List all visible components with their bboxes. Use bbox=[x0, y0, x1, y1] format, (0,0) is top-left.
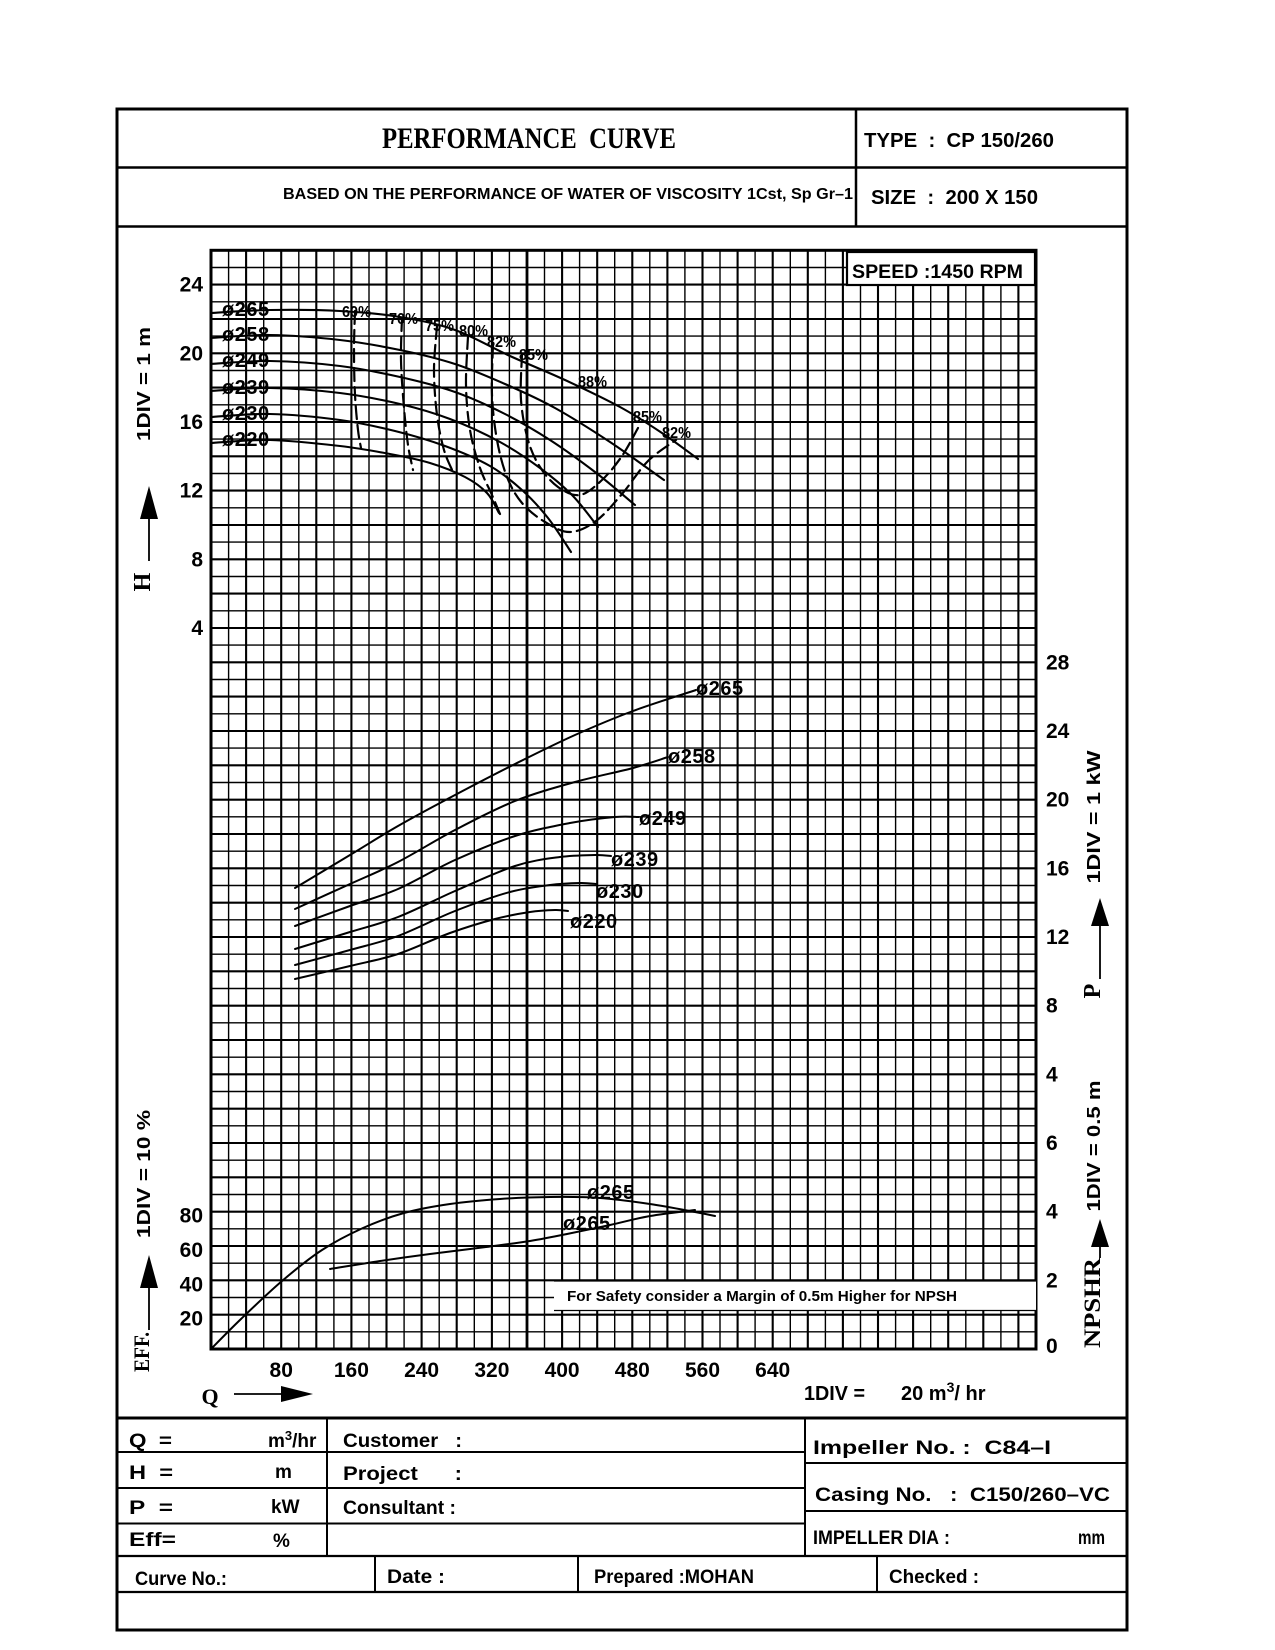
svg-text:82%: 82% bbox=[662, 425, 691, 442]
svg-text:80: 80 bbox=[270, 1359, 293, 1382]
svg-text:ø265: ø265 bbox=[563, 1213, 611, 1235]
svg-text:16: 16 bbox=[1046, 857, 1069, 880]
svg-text:ø265: ø265 bbox=[587, 1182, 635, 1204]
svg-text:1DIV = 1 m: 1DIV = 1 m bbox=[134, 327, 154, 441]
svg-text:1DIV = 10 %: 1DIV = 10 % bbox=[134, 1110, 154, 1238]
svg-text:12: 12 bbox=[180, 480, 203, 503]
svg-text:1DIV = 1 kW: 1DIV = 1 kW bbox=[1084, 750, 1104, 883]
svg-text:Q: Q bbox=[201, 1384, 218, 1409]
svg-text:ø230: ø230 bbox=[596, 881, 644, 903]
svg-text:240: 240 bbox=[404, 1359, 439, 1382]
svg-text:Consultant :: Consultant : bbox=[343, 1498, 456, 1519]
svg-text:480: 480 bbox=[615, 1359, 650, 1382]
svg-text:Eff=: Eff= bbox=[129, 1530, 176, 1551]
svg-text:TYPE : CP 150/260: TYPE : CP 150/260 bbox=[864, 130, 1054, 152]
svg-text:60: 60 bbox=[180, 1239, 203, 1262]
svg-text:PERFORMANCE CURVE: PERFORMANCE CURVE bbox=[382, 122, 676, 155]
svg-text:ø249: ø249 bbox=[222, 350, 270, 372]
svg-text:SIZE : 200 X 150: SIZE : 200 X 150 bbox=[871, 187, 1038, 209]
svg-text:ø230: ø230 bbox=[222, 403, 270, 425]
svg-text:8: 8 bbox=[1046, 995, 1058, 1018]
svg-text:IMPELLER DIA :: IMPELLER DIA : bbox=[813, 1528, 950, 1549]
svg-text:Q =: Q = bbox=[129, 1431, 172, 1452]
svg-text:70%: 70% bbox=[389, 311, 418, 328]
svg-text:560: 560 bbox=[685, 1359, 720, 1382]
svg-text:85%: 85% bbox=[633, 409, 662, 426]
svg-text:24: 24 bbox=[1046, 720, 1070, 743]
svg-text:400: 400 bbox=[545, 1359, 580, 1382]
svg-text:Checked :: Checked : bbox=[889, 1567, 979, 1588]
svg-text:28: 28 bbox=[1046, 651, 1070, 674]
svg-text:16: 16 bbox=[180, 411, 203, 434]
svg-text:ø220: ø220 bbox=[570, 911, 618, 933]
svg-text:BASED ON THE PERFORMANCE OF WA: BASED ON THE PERFORMANCE OF WATER OF VIS… bbox=[283, 186, 853, 203]
svg-text:12: 12 bbox=[1046, 926, 1069, 949]
svg-text:ø258: ø258 bbox=[668, 746, 716, 768]
svg-text:320: 320 bbox=[474, 1359, 509, 1382]
svg-text:m3/hr: m3/hr bbox=[268, 1428, 317, 1452]
svg-text:kW: kW bbox=[271, 1497, 300, 1518]
svg-text:4: 4 bbox=[1046, 1201, 1058, 1224]
svg-text:Prepared :MOHAN: Prepared :MOHAN bbox=[594, 1567, 754, 1588]
svg-text:0: 0 bbox=[1046, 1335, 1058, 1358]
svg-text:1DIV = 0.5 m: 1DIV = 0.5 m bbox=[1084, 1081, 1104, 1212]
svg-text:640: 640 bbox=[755, 1359, 790, 1382]
svg-text:6: 6 bbox=[1046, 1132, 1058, 1155]
svg-text:24: 24 bbox=[180, 274, 204, 297]
svg-text:EFF.: EFF. bbox=[129, 1332, 154, 1372]
svg-text:2: 2 bbox=[1046, 1269, 1058, 1292]
svg-text:85%: 85% bbox=[519, 347, 548, 364]
svg-text:Project :: Project : bbox=[343, 1464, 462, 1485]
svg-text:80: 80 bbox=[180, 1205, 203, 1228]
svg-text:8: 8 bbox=[191, 548, 203, 571]
svg-text:ø220: ø220 bbox=[222, 429, 270, 451]
svg-text:4: 4 bbox=[1046, 1063, 1058, 1086]
svg-text:20: 20 bbox=[180, 342, 203, 365]
svg-text:SPEED :1450 RPM: SPEED :1450 RPM bbox=[852, 262, 1023, 283]
svg-text:ø249: ø249 bbox=[639, 808, 687, 830]
svg-text:Casing No. : C150/260–VC: Casing No. : C150/260–VC bbox=[815, 1485, 1110, 1506]
svg-text:ø265: ø265 bbox=[696, 678, 744, 700]
svg-text:20: 20 bbox=[180, 1308, 203, 1331]
svg-text:ø258: ø258 bbox=[222, 324, 270, 346]
svg-text:20: 20 bbox=[1046, 789, 1069, 812]
svg-text:P: P bbox=[1080, 984, 1106, 999]
svg-text:75%: 75% bbox=[425, 318, 454, 335]
svg-text:Date :: Date : bbox=[387, 1567, 445, 1588]
svg-text:NPSHR: NPSHR bbox=[1080, 1258, 1105, 1348]
svg-text:40: 40 bbox=[180, 1273, 203, 1296]
svg-text:Impeller No. : C84–I: Impeller No. : C84–I bbox=[813, 1438, 1051, 1459]
svg-text:ø239: ø239 bbox=[222, 377, 270, 399]
svg-text:H =: H = bbox=[129, 1463, 173, 1484]
svg-text:m: m bbox=[275, 1462, 292, 1483]
svg-text:82%: 82% bbox=[487, 334, 516, 351]
svg-text:60%: 60% bbox=[342, 304, 371, 321]
svg-text:88%: 88% bbox=[578, 374, 607, 391]
svg-text:ø265: ø265 bbox=[222, 299, 270, 321]
svg-text:4: 4 bbox=[191, 617, 203, 640]
svg-text:Curve No.:: Curve No.: bbox=[135, 1569, 227, 1590]
svg-text:ø239: ø239 bbox=[611, 849, 659, 871]
svg-text:20 m3/ hr: 20 m3/ hr bbox=[901, 1379, 986, 1405]
svg-text:%: % bbox=[273, 1531, 290, 1552]
svg-text:mm: mm bbox=[1078, 1528, 1105, 1549]
svg-text:1DIV =: 1DIV = bbox=[804, 1383, 865, 1405]
svg-text:For Safety consider a Margin o: For Safety consider a Margin of 0.5m Hig… bbox=[567, 1289, 957, 1305]
svg-text:Customer :: Customer : bbox=[343, 1431, 462, 1452]
svg-text:P =: P = bbox=[129, 1498, 173, 1519]
svg-text:160: 160 bbox=[334, 1359, 369, 1382]
svg-text:80%: 80% bbox=[459, 323, 488, 340]
svg-text:H: H bbox=[130, 572, 156, 591]
